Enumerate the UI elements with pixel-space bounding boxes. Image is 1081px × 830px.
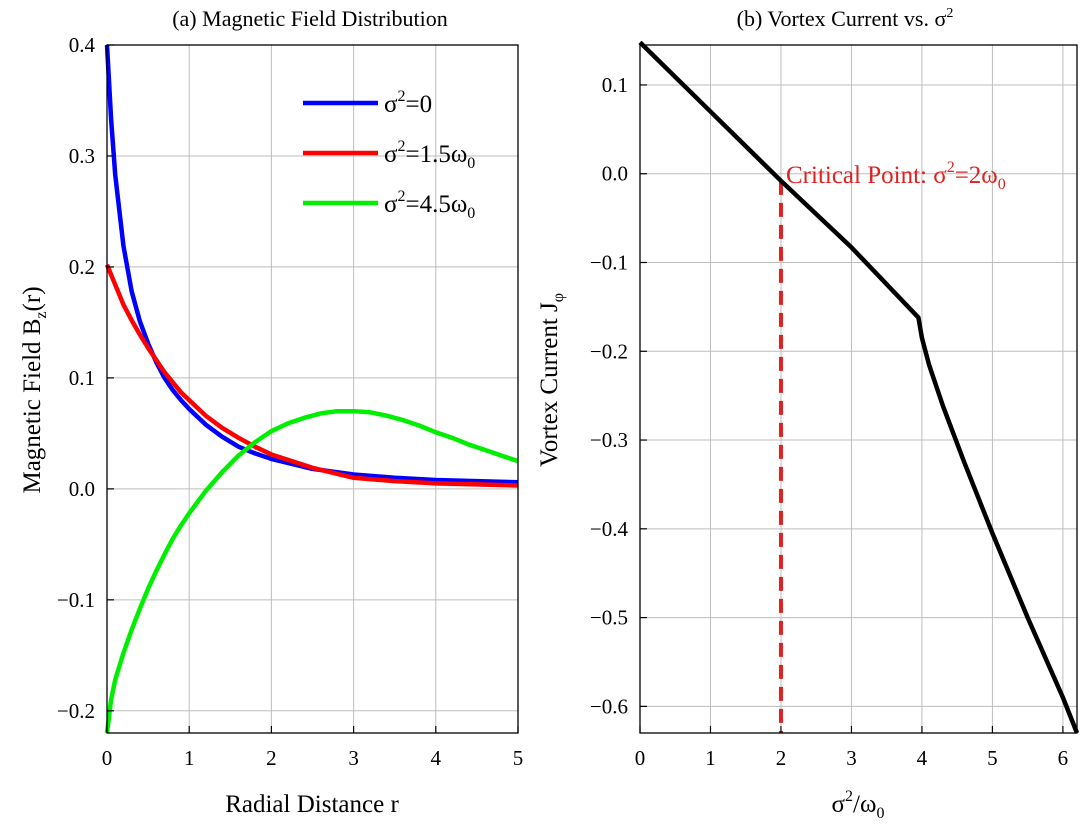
- chart-a-xtick-label: 1: [184, 746, 195, 770]
- chart-b-series: [638, 40, 1080, 734]
- chart-b-ytick-label: 0.0: [602, 162, 628, 186]
- chart-b-title: (b) Vortex Current vs. σ2: [737, 6, 954, 31]
- chart-b-annotation: Critical Point: σ2=2ω0: [786, 159, 1006, 193]
- chart-a-ytick-label: 0.3: [69, 144, 95, 168]
- chart-b-xtick-label: 4: [917, 746, 928, 770]
- chart-a-ytick-label: −0.1: [57, 588, 95, 612]
- chart-b-ylabel-group: Vortex Current Jφ: [536, 293, 567, 467]
- chart-a-ylabel-sub: z: [33, 311, 50, 318]
- chart-b-ytick-label: −0.3: [590, 428, 628, 452]
- legend-label-1: σ2=1.5ω0: [384, 138, 475, 172]
- chart-a-title: (a) Magnetic Field Distribution: [172, 6, 448, 31]
- chart-b-annotation-base: Critical Point: σ: [786, 162, 947, 189]
- chart-b-ylabel: Vortex Current Jφ: [536, 293, 567, 467]
- legend-label-sub: 0: [467, 205, 475, 222]
- chart-a-series-line-0: [104, 44, 519, 485]
- chart-b-xtick-label: 3: [846, 746, 857, 770]
- chart-b-xlabel-sup: 2: [845, 788, 853, 805]
- chart-b-ytick-label: −0.1: [590, 250, 628, 274]
- chart-b-xtick-label: 1: [705, 746, 716, 770]
- chart-a-ytick-label: 0.2: [69, 255, 95, 279]
- chart-a-ytick-label: 0.1: [69, 366, 95, 390]
- chart-b-xtick-label: 6: [1058, 746, 1069, 770]
- legend-label-rest: =1.5ω: [405, 141, 467, 168]
- chart-a-xlabel: Radial Distance r: [225, 791, 399, 818]
- chart-a-plot-frame: [106, 44, 519, 734]
- chart-a-ylabel-group: Magnetic Field Bz(r): [19, 286, 50, 493]
- chart-b-xlabel-sub: 0: [876, 805, 884, 822]
- chart-a-xtick-label: 2: [266, 746, 277, 770]
- legend-label-sup: 2: [397, 188, 405, 205]
- chart-a-ticks: 0 1 2 3 4 5 −0.2 −0.1 0.0 0.1 0.2 0.3 0.4: [57, 33, 523, 770]
- legend-label-base: σ: [384, 191, 398, 218]
- chart-b-ticks: 0 1 2 3 4 5 6 −0.6 −0.5 −0.4 −0.3 −0.2 −0.1 0.0 0.1: [590, 73, 1068, 770]
- chart-a-series-line-2: [104, 408, 519, 734]
- chart-b-plot-frame: [639, 44, 1078, 734]
- chart-b-title-base: (b) Vortex Current vs. σ: [737, 6, 947, 31]
- chart-a-ylabel: Magnetic Field Bz(r): [19, 286, 50, 493]
- chart-a-xtick-label: 0: [102, 746, 113, 770]
- chart-a-ylabel-rest: (r): [19, 286, 46, 311]
- chart-b-ytick-label: 0.1: [602, 73, 628, 97]
- chart-a-ytick-label: 0.0: [69, 477, 95, 501]
- legend-label-rest: =0: [405, 91, 432, 118]
- chart-b-annotation-sup: 2: [947, 159, 955, 176]
- panel-b: (b) Vortex Current vs. σ2 0 1 2 3 4 5 6−0.6−0.…: [536, 6, 1080, 822]
- legend-label-0: σ2=0: [384, 88, 432, 118]
- chart-b-ytick-label: −0.5: [590, 606, 628, 630]
- chart-b-ytick-label: −0.2: [590, 339, 628, 363]
- chart-b-ytick-label: −0.4: [590, 517, 629, 541]
- chart-b-ytick-label: −0.6: [590, 694, 628, 718]
- chart-a-xtick-label: 4: [431, 746, 442, 770]
- chart-a-series: [104, 44, 519, 734]
- chart-b-title-sup: 2: [946, 6, 953, 21]
- legend-label-sup: 2: [397, 88, 405, 105]
- chart-b-ylabel-base: Vortex Current J: [536, 302, 563, 467]
- legend-label-sup: 2: [397, 138, 405, 155]
- chart-a-xtick-label: 3: [348, 746, 359, 770]
- chart-a-ylabel-base: Magnetic Field B: [19, 319, 46, 494]
- chart-b-xtick-label: 5: [987, 746, 998, 770]
- chart-b-xlabel: σ2/ω0: [832, 788, 885, 822]
- chart-a-xtick-label: 5: [513, 746, 524, 770]
- legend-label-rest: =4.5ω: [405, 191, 467, 218]
- chart-b-xlabel-base: σ: [832, 791, 846, 818]
- chart-a-ytick-label: −0.2: [57, 699, 95, 723]
- chart-a-ytick-label: 0.4: [69, 33, 96, 57]
- chart-a-series-line-1: [104, 263, 519, 488]
- chart-b-ylabel-sub: φ: [550, 293, 567, 302]
- legend-label-sub: 0: [467, 155, 475, 172]
- legend-label-base: σ: [384, 141, 398, 168]
- chart-b-gridlines: [639, 45, 1077, 733]
- chart-b-annotation-rest: =2ω: [955, 162, 998, 189]
- chart-b-series-line-0: [638, 40, 1080, 734]
- legend-label-2: σ2=4.5ω0: [384, 188, 475, 222]
- legend-label-base: σ: [384, 91, 398, 118]
- panel-a: (a) Magnetic Field Distribution 0 1 2 3 4 5 −0…: [19, 6, 523, 818]
- chart-b-annotation-sub: 0: [998, 176, 1006, 193]
- chart-b-xtick-label: 2: [776, 746, 787, 770]
- chart-b-xlabel-rest: /ω: [853, 791, 876, 818]
- chart-b-xtick-label: 0: [635, 746, 646, 770]
